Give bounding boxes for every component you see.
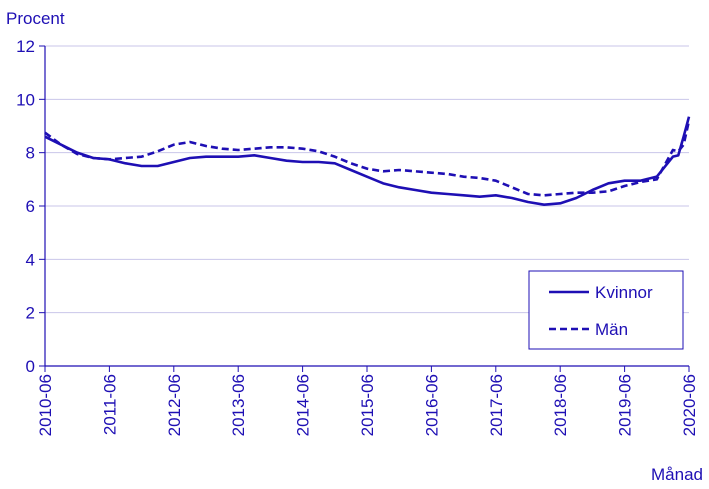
series-line	[44, 116, 691, 206]
x-tick-label: 2013-06	[229, 374, 248, 436]
y-tick-label: 10	[16, 90, 35, 109]
y-tick-label: 0	[26, 357, 35, 376]
y-tick-label: 6	[26, 197, 35, 216]
x-tick-label: 2016-06	[422, 374, 441, 436]
x-tick-label: 2011-06	[100, 374, 119, 435]
x-tick-label: 2017-06	[487, 374, 506, 436]
x-tick-label: 2015-06	[358, 374, 377, 436]
y-tick-label: 8	[26, 144, 35, 163]
x-tick-label: 2010-06	[36, 374, 55, 436]
x-tick-label: 2019-06	[616, 374, 635, 436]
legend-box	[528, 270, 684, 350]
series-line	[44, 120, 691, 197]
legend-label: Kvinnor	[595, 283, 653, 302]
x-tick-label: 2012-06	[165, 374, 184, 436]
x-tick-label: 2014-06	[294, 374, 313, 436]
y-axis-label: Procent	[6, 9, 65, 28]
x-axis-label: Månad	[651, 465, 703, 484]
x-tick-label: 2020-06	[680, 374, 699, 436]
y-tick-label: 4	[26, 250, 35, 269]
y-tick-label: 2	[26, 304, 35, 323]
y-tick-label: 12	[16, 37, 35, 56]
x-tick-label: 2018-06	[551, 374, 570, 436]
legend-label: Män	[595, 320, 628, 339]
